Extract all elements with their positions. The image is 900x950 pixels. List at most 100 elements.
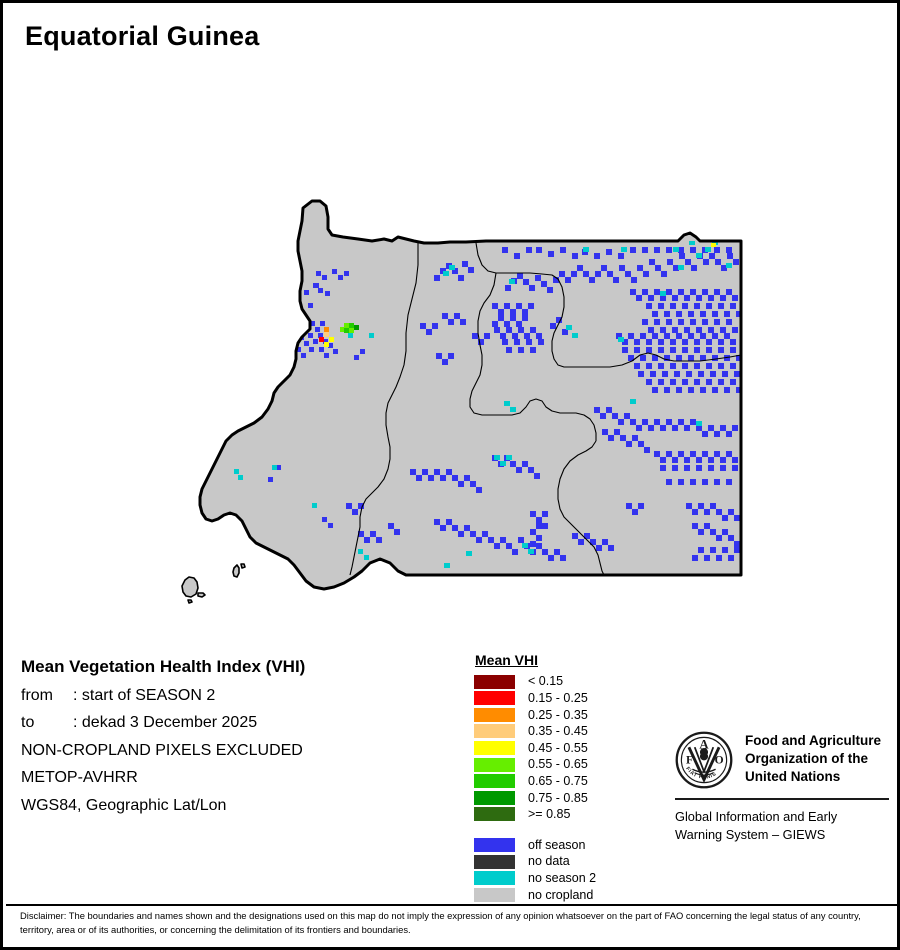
off-season-pixel: [530, 327, 536, 333]
off-season-pixel: [660, 295, 666, 301]
off-season-pixel: [670, 339, 676, 345]
off-season-pixel: [667, 259, 673, 265]
off-season-pixel: [700, 387, 706, 393]
map-svg[interactable]: [6, 83, 900, 628]
off-season-pixel: [607, 271, 613, 277]
off-season-pixel: [661, 271, 667, 277]
legend-row-class-3[interactable]: 0.35 - 0.45: [474, 723, 674, 740]
legend-spacer: [474, 823, 674, 837]
off-season-pixel: [446, 519, 452, 525]
off-season-pixel: [589, 277, 595, 283]
off-season-pixel: [726, 247, 732, 253]
fao-name-line-1: Food and Agriculture: [745, 733, 881, 748]
off-season-pixel: [547, 287, 553, 293]
legend-row-class-4[interactable]: 0.45 - 0.55: [474, 740, 674, 757]
svg-text:O: O: [715, 753, 724, 766]
off-season-pixel: [666, 419, 672, 425]
off-season-pixel: [514, 339, 520, 345]
off-season-pixel: [642, 247, 648, 253]
no-season-2-pixel: [705, 247, 711, 252]
off-season-pixel: [724, 387, 730, 393]
off-season-pixel: [733, 259, 739, 265]
legend-row-status-3[interactable]: no cropland: [474, 887, 674, 904]
legend-row-status-0[interactable]: off season: [474, 837, 674, 854]
off-season-pixel: [654, 319, 660, 325]
off-season-pixel: [660, 327, 666, 333]
off-season-pixel: [718, 339, 724, 345]
off-season-pixel: [666, 289, 672, 295]
info-heading: Mean Vegetation Health Index (VHI): [21, 657, 306, 676]
off-season-pixel: [542, 523, 548, 529]
fao-logo-top: A F O FIAT PANIS Food and Agriculture Or…: [675, 731, 889, 789]
legend-label: off season: [528, 837, 586, 852]
off-season-pixel: [320, 321, 325, 326]
off-season-pixel: [714, 431, 720, 437]
off-season-pixel: [678, 479, 684, 485]
info-sensor: METOP-AVHRR: [21, 769, 138, 787]
off-season-pixel: [452, 475, 458, 481]
legend-row-class-5[interactable]: 0.55 - 0.65: [474, 756, 674, 773]
legend-row-class-8[interactable]: >= 0.85: [474, 806, 674, 823]
map-canvas[interactable]: [6, 83, 900, 628]
off-season-pixel: [708, 295, 714, 301]
vhi-pixel-layer: [319, 243, 716, 347]
off-season-pixel: [510, 315, 516, 321]
off-season-pixel: [602, 429, 608, 435]
off-season-pixel: [694, 347, 700, 353]
off-season-pixel: [315, 327, 320, 332]
off-season-pixel: [614, 429, 620, 435]
off-season-pixel: [646, 347, 652, 353]
off-season-pixel: [488, 537, 494, 543]
off-season-pixel: [542, 511, 548, 517]
off-season-pixel: [664, 355, 670, 361]
legend-label: 0.45 - 0.55: [528, 740, 588, 755]
off-season-pixel: [625, 271, 631, 277]
off-season-pixel: [696, 295, 702, 301]
off-season-pixel: [516, 303, 522, 309]
off-season-pixel: [476, 487, 482, 493]
legend-row-class-2[interactable]: 0.25 - 0.35: [474, 707, 674, 724]
off-season-pixel: [370, 531, 376, 537]
off-season-pixel: [638, 503, 644, 509]
off-season-pixel: [672, 295, 678, 301]
off-season-pixel: [718, 363, 724, 369]
off-season-pixel: [720, 465, 726, 471]
island-2: [187, 599, 193, 604]
legend-row-status-1[interactable]: no data: [474, 853, 674, 870]
off-season-pixel: [676, 387, 682, 393]
no-season-2-pixel: [678, 265, 684, 270]
off-season-pixel: [416, 475, 422, 481]
off-season-pixel: [712, 311, 718, 317]
off-season-pixel: [712, 333, 718, 339]
off-season-pixel: [352, 509, 358, 515]
off-season-pixel: [652, 311, 658, 317]
off-season-pixel: [706, 339, 712, 345]
off-season-pixel: [732, 425, 738, 431]
legend-row-class-6[interactable]: 0.65 - 0.75: [474, 773, 674, 790]
off-season-pixel: [736, 311, 741, 317]
off-season-pixel: [702, 451, 708, 457]
off-season-pixel: [601, 265, 607, 271]
off-season-pixel: [534, 473, 540, 479]
legend-row-class-1[interactable]: 0.15 - 0.25: [474, 690, 674, 707]
off-season-pixel: [322, 517, 327, 522]
admin-boundary-0: [349, 243, 419, 576]
no-season-2-pixel: [660, 291, 666, 296]
legend-row-status-2[interactable]: no season 2: [474, 870, 674, 887]
off-season-pixel: [632, 435, 638, 441]
island-layer: [181, 563, 246, 604]
off-season-pixel: [724, 333, 730, 339]
off-season-pixel: [358, 531, 364, 537]
off-season-pixel: [316, 271, 321, 276]
admin-boundary-3: [557, 440, 605, 576]
off-season-pixel: [502, 339, 508, 345]
legend-row-class-0[interactable]: < 0.15: [474, 673, 674, 690]
off-season-pixel: [548, 555, 554, 561]
legend-row-class-7[interactable]: 0.75 - 0.85: [474, 790, 674, 807]
off-season-pixel: [498, 315, 504, 321]
no-season-2-pixel: [494, 455, 500, 460]
legend-swatch-icon: [474, 774, 515, 789]
off-season-pixel: [706, 303, 712, 309]
off-season-pixel: [304, 290, 309, 295]
off-season-pixel: [682, 347, 688, 353]
